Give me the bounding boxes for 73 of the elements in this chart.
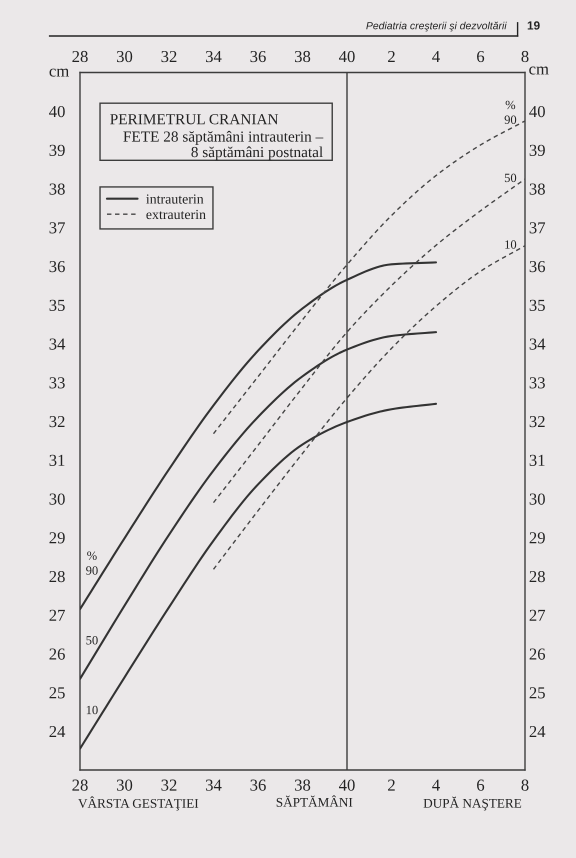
y-tick-label: 35	[50, 300, 65, 311]
y-tick-label: 36	[50, 260, 65, 272]
y2-tick-label: 24	[530, 726, 546, 738]
y-tick-label: 33	[50, 377, 65, 388]
y-tick-label: 29	[49, 532, 65, 544]
y2-tick-label: 31	[530, 454, 545, 466]
y2-tick-label: 29	[530, 532, 545, 544]
category-label: 32	[161, 50, 176, 62]
y2-tick-label: 36	[530, 260, 546, 272]
x-tick-label: 38	[294, 780, 310, 791]
text: DUPĂ NAŞTERE	[424, 796, 522, 810]
y-tick-label: 30	[50, 493, 65, 505]
y2-tick-label: 39	[530, 144, 545, 156]
x-tick-label: 4	[432, 780, 440, 791]
y-tick-label: 27	[49, 610, 65, 621]
annotation: 50	[504, 174, 516, 182]
y-tick-label: 37	[50, 222, 65, 234]
x-axis-title: SĂPTĂMÂNI	[276, 795, 352, 807]
category-label: 28	[72, 50, 88, 62]
annotation: 10	[86, 706, 98, 714]
y-axis-title: cm	[50, 68, 70, 77]
x-tick-label: 30	[116, 780, 132, 791]
legend-label: extrauterin	[146, 210, 206, 220]
x-tick-label: 6	[477, 780, 484, 791]
annotation: 10	[505, 240, 516, 249]
y-tick-label: 25	[49, 687, 65, 698]
annotation: 50	[86, 636, 98, 644]
annotation: % 90	[504, 100, 516, 124]
category-label: 40	[338, 50, 355, 62]
category-label: 6	[477, 50, 484, 62]
y2-tick-label: 40	[529, 106, 545, 118]
x-tick-label: 28	[72, 780, 88, 791]
y-tick-label: 24	[49, 726, 66, 738]
x-tick-label: 2	[388, 780, 395, 791]
category-label: 30	[116, 50, 132, 62]
y2-tick-label: 26	[530, 648, 546, 660]
x-tick-label: 36	[250, 780, 266, 791]
text: FETE 28 săptămâni intrauterin – 8 săptămâni postnatal	[123, 130, 324, 160]
y2-tick-label: 30	[530, 493, 545, 505]
y2-axis-title: cm	[529, 66, 549, 75]
category-label: 34	[206, 50, 222, 62]
y2-tick-label: 27	[530, 610, 546, 621]
y2-tick-label: 38	[530, 183, 545, 195]
y-tick-label: 34	[50, 338, 66, 350]
x-tick-label: 40	[338, 780, 355, 791]
y2-tick-label: 25	[530, 687, 545, 698]
category-label: 2	[388, 50, 395, 62]
category-label: 4	[432, 51, 440, 62]
y-tick-label: 40	[49, 106, 65, 118]
y2-tick-label: 35	[530, 300, 545, 311]
y-tick-label: 28	[49, 570, 65, 582]
y2-tick-label: 37	[530, 222, 546, 234]
y2-tick-label: 32	[530, 416, 545, 428]
x-tick-label: 34	[206, 780, 222, 791]
y2-tick-label: 28	[530, 570, 545, 582]
annotation: % 90	[86, 551, 98, 575]
text: VÂRSTA GESTAŢIEI	[78, 796, 198, 811]
x-tick-label: 32	[161, 780, 176, 791]
x-tick-label: 8	[521, 780, 529, 791]
y-tick-label: 32	[50, 416, 64, 428]
y2-tick-label: 34	[530, 338, 546, 350]
category-label: 38	[294, 50, 310, 62]
y-tick-label: 38	[50, 183, 65, 195]
y2-tick-label: 33	[530, 377, 545, 388]
text: PERIMETRUL CRANIAN	[110, 114, 278, 124]
legend-label: intrauterin	[146, 194, 204, 204]
category-label: 36	[250, 50, 266, 62]
y-tick-label: 26	[49, 648, 65, 660]
y-tick-label: 39	[50, 144, 65, 156]
text: 19	[528, 21, 540, 30]
category-label: 8	[521, 50, 529, 62]
y-tick-label: 31	[50, 454, 64, 466]
text: Pediatria creşterii şi dezvoltării	[366, 22, 507, 32]
